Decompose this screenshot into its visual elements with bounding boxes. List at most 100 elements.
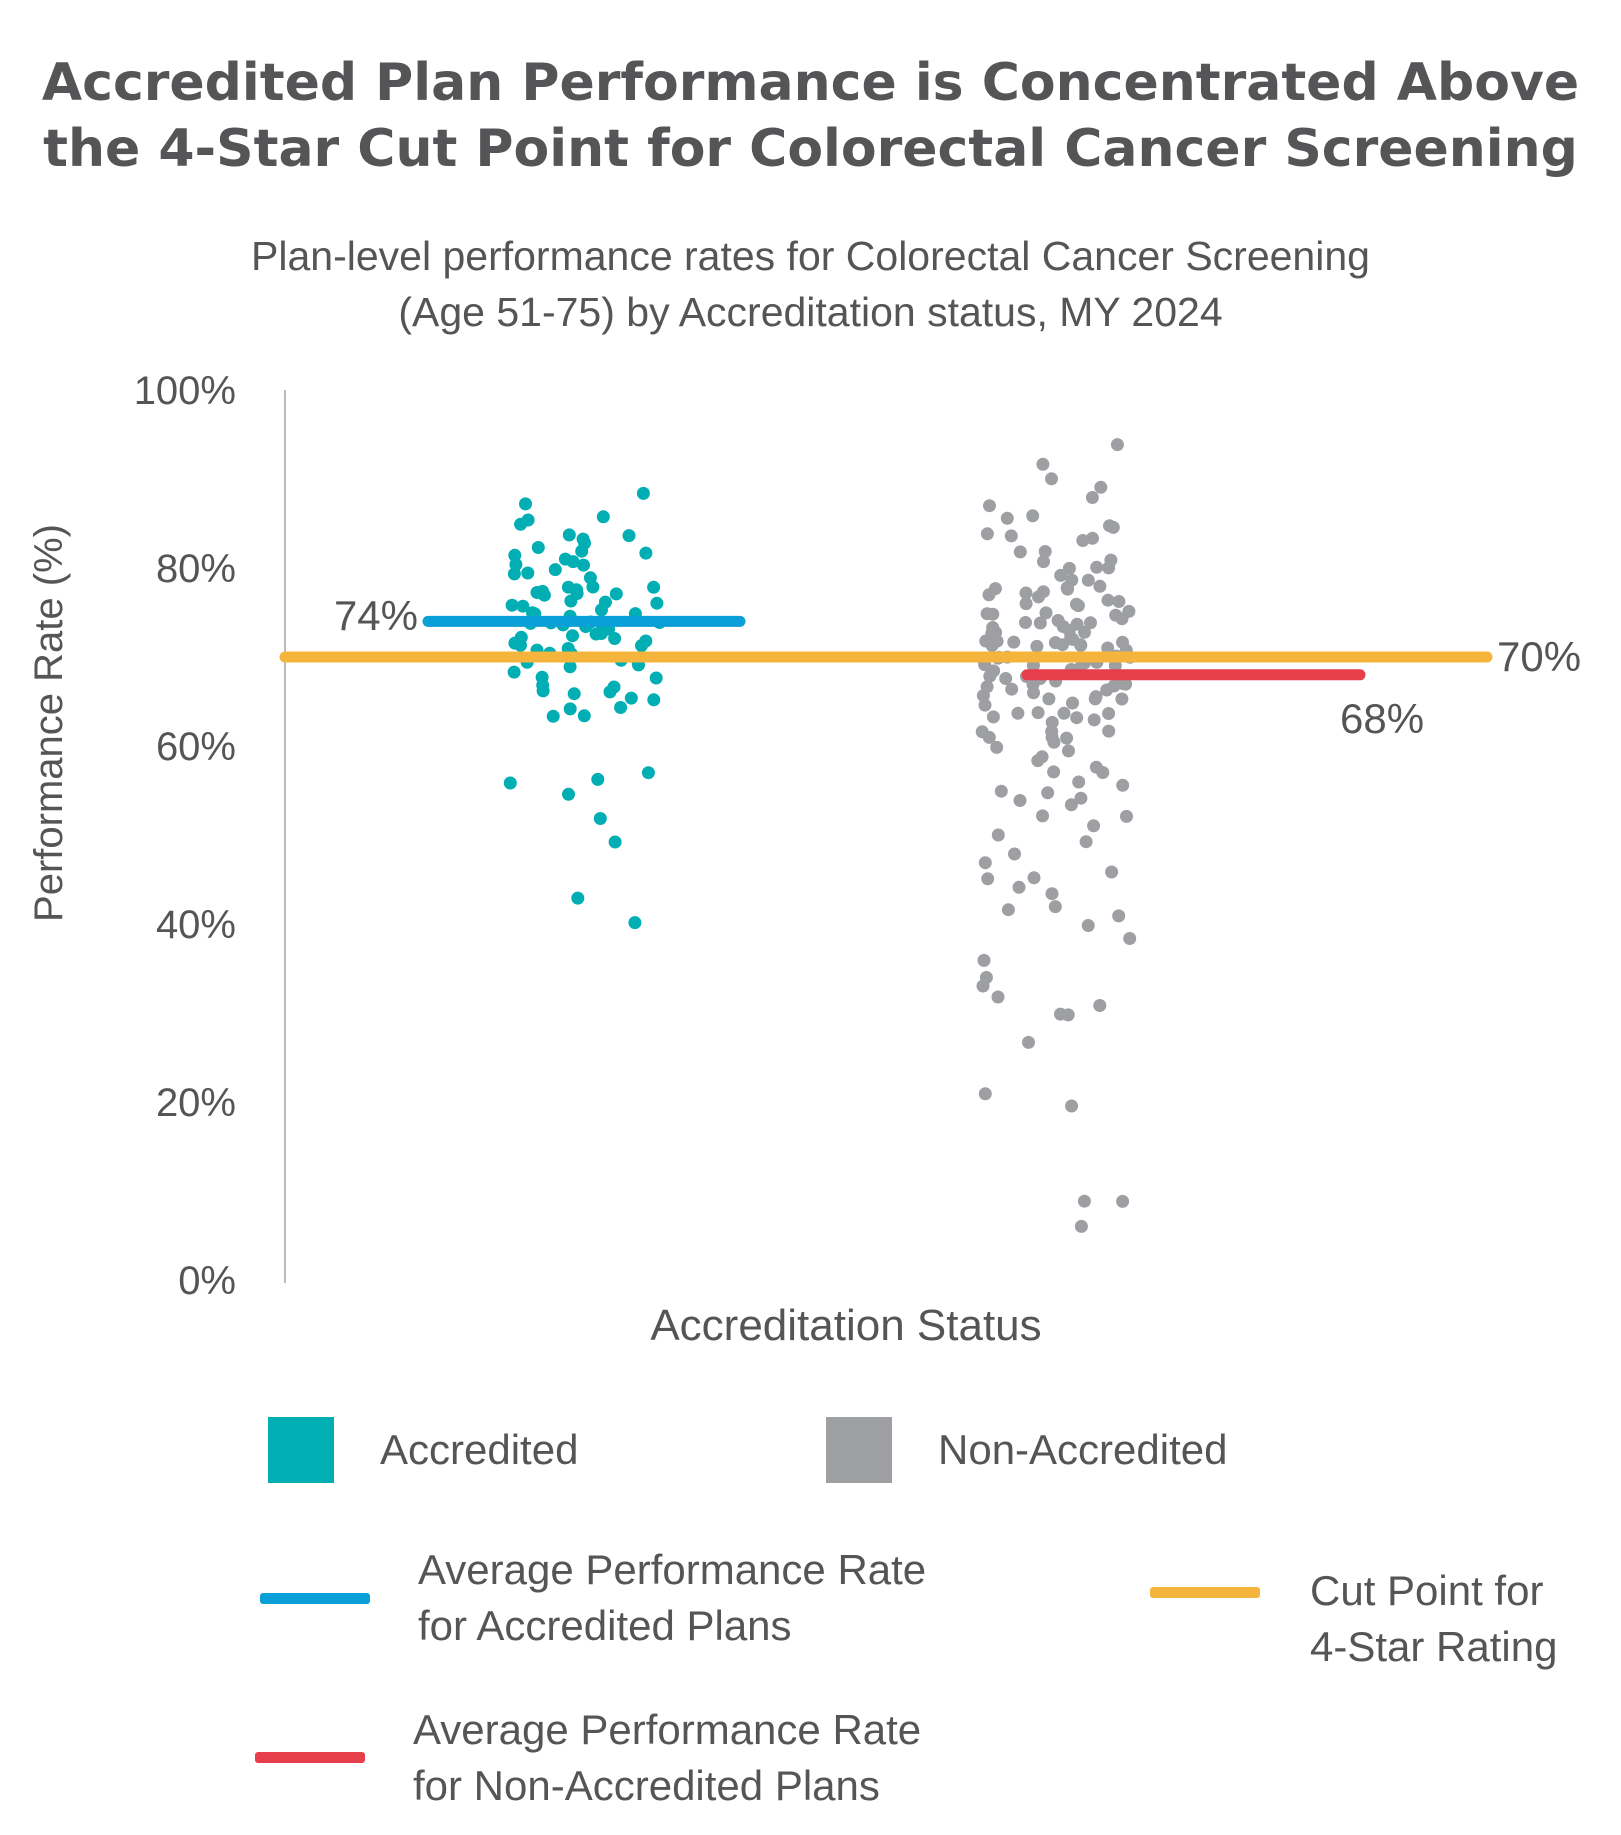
data-point [1101,593,1115,607]
data-point [1045,472,1058,486]
data-point [1074,791,1088,805]
data-point [503,776,517,790]
data-point [1086,531,1099,545]
data-point [1123,932,1137,945]
data-point [521,513,535,527]
data-point [508,548,522,562]
data-point [1084,616,1097,630]
data-point [1105,865,1119,879]
data-point [1106,520,1120,534]
data-point [622,529,636,543]
data-point [1088,692,1102,706]
data-point [1031,706,1045,720]
data-point [1087,713,1101,727]
data-point [1033,616,1047,630]
data-point [650,596,664,610]
y-tick-label: 100% [134,369,236,413]
data-point [566,629,579,643]
data-point [1054,568,1068,582]
data-point [1036,809,1049,823]
data-point [603,685,617,699]
data-point [609,587,623,601]
data-point [575,544,589,558]
axis-layer: 0% 20% 40% 60% 80% 100% [134,369,286,1303]
data-point [1078,625,1091,639]
data-point [1022,1035,1035,1049]
data-point [976,979,990,993]
legend-label-non-accredited: Non-Accredited [938,1426,1228,1473]
data-point [595,603,608,617]
data-point [562,528,576,542]
data-point [1047,735,1061,749]
data-point [1115,692,1129,706]
data-point [1061,582,1075,596]
data-point [1076,534,1090,547]
legend-line-avg-accredited [260,1593,370,1604]
data-point [519,497,532,511]
data-point [1102,724,1116,738]
data-point [983,499,996,513]
legend-line-avg-non-accredited [255,1752,365,1763]
data-point [1038,545,1052,558]
data-point [516,599,530,613]
series-non-accredited [975,438,1137,1233]
data-point [981,872,995,886]
data-point [1102,707,1116,720]
data-point [1037,555,1050,569]
data-point [546,709,560,723]
data-point [628,916,642,930]
data-point [537,588,551,602]
series-accredited [503,486,667,930]
chart-title-line2: the 4-Star Cut Point for Colorectal Canc… [43,119,1578,179]
legend-label-cut-point-line2: 4-Star Rating [1310,1623,1558,1670]
data-point [1087,819,1101,833]
y-tick-label: 0% [178,1259,236,1303]
data-point [647,693,661,707]
data-point [985,639,999,652]
data-point [1008,847,1021,861]
data-point [1112,595,1126,608]
legend-swatch-non-accredited [826,1417,892,1483]
data-point [978,856,992,870]
legend-label-accredited: Accredited [380,1426,579,1473]
data-point [641,766,655,780]
data-point [1085,491,1099,504]
data-point [990,740,1004,754]
data-point [1065,1099,1079,1113]
data-point [1019,597,1033,611]
data-point [983,669,997,683]
data-point [1000,511,1014,525]
data-point [999,672,1013,685]
data-point [1005,682,1019,696]
data-point [982,588,996,602]
data-point [1102,561,1116,575]
data-point [521,566,535,580]
data-point [1072,775,1086,789]
data-point [1062,744,1075,758]
y-tick-label: 80% [156,547,236,591]
data-point [624,691,638,705]
chart-title: Accredited Plan Performance is Concentra… [0,50,1621,182]
data-point [531,541,545,554]
x-axis-label: Accreditation Status [650,1301,1041,1350]
data-point [1120,809,1133,823]
data-point [567,687,581,701]
data-point [570,587,584,600]
data-point [591,772,605,786]
chart-subtitle-line1: Plan-level performance rates for Colorec… [251,233,1370,279]
data-point [991,828,1005,842]
data-point [1036,457,1050,471]
data-point [980,527,994,541]
chart-title-line1: Accredited Plan Performance is Concentra… [41,53,1580,113]
avg-accredited-label: 74% [334,592,418,639]
chart-subtitle-line2: (Age 51-75) by Accreditation status, MY … [398,289,1223,335]
data-point [1056,620,1070,633]
data-point [1011,706,1025,720]
data-point [608,835,622,849]
data-point [1066,696,1079,710]
data-point [562,787,575,801]
data-point [1079,835,1093,849]
data-point [982,730,996,744]
data-point [1056,638,1069,652]
legend-label-avg-accredited-line2: for Accredited Plans [418,1602,792,1649]
